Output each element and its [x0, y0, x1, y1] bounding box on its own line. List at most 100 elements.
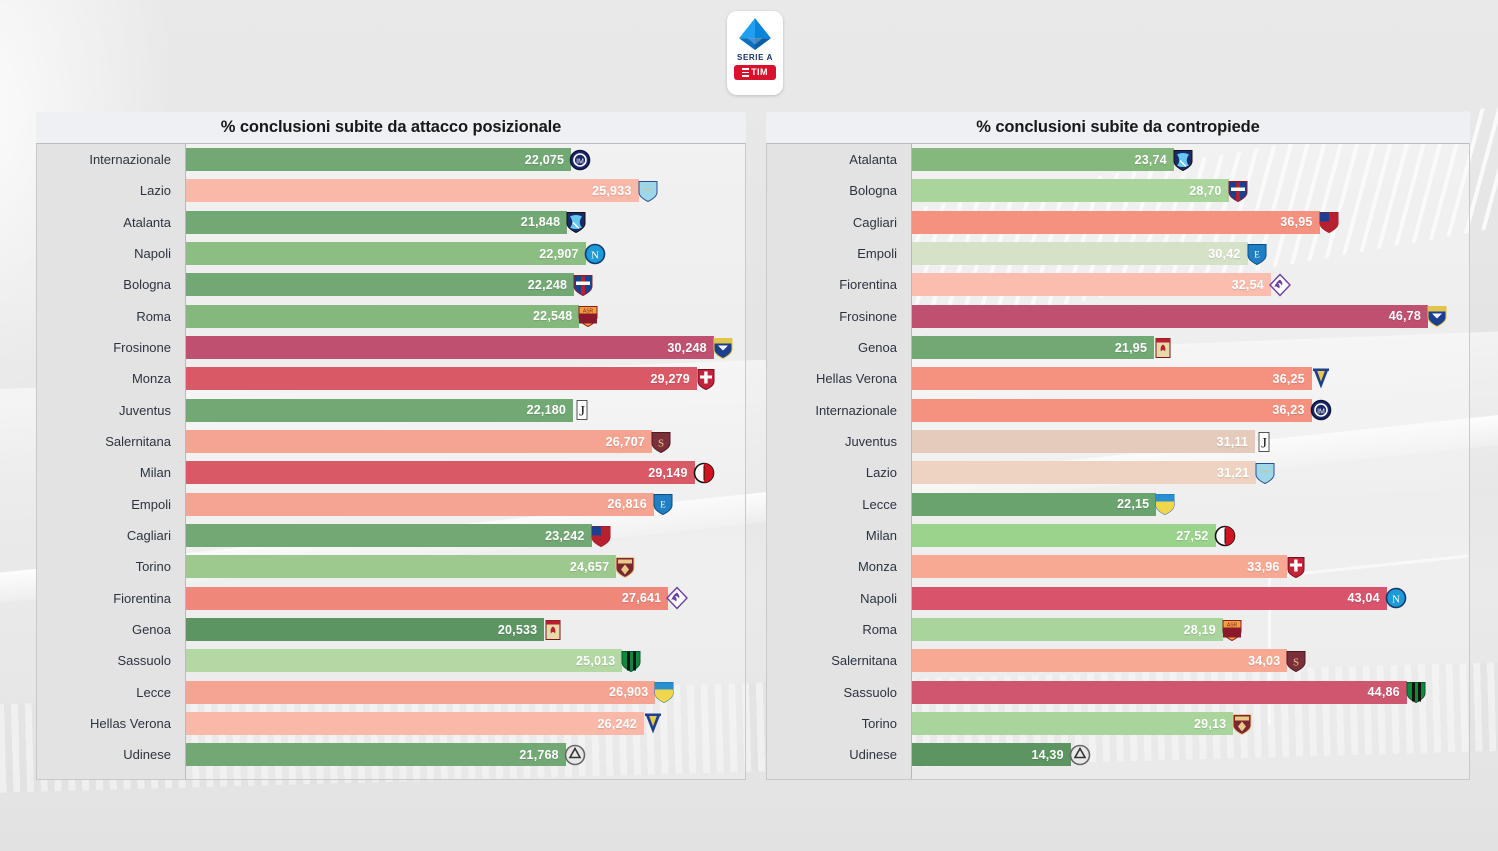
- category-axis: Internazionale Lazio Atalanta Napoli Bologna…: [37, 144, 186, 779]
- bar[interactable]: 33,96: [912, 555, 1305, 579]
- bar[interactable]: 36,23 IM: [912, 398, 1331, 422]
- category-label-frosinone: Frosinone: [37, 332, 185, 363]
- bar-row-lecce[interactable]: 22,15: [912, 489, 1469, 520]
- bar-row-bologna[interactable]: 22,248: [186, 269, 745, 300]
- bar-row-atalanta[interactable]: 21,848: [186, 207, 745, 238]
- bar[interactable]: 30,42 E: [912, 242, 1267, 266]
- bar[interactable]: 26,816 E: [186, 492, 673, 516]
- bar[interactable]: 23,242: [186, 524, 611, 548]
- bar[interactable]: 22,075 IM: [186, 148, 591, 172]
- club-crest-milan-icon: [1214, 524, 1236, 547]
- club-crest-udinese-icon: [1069, 743, 1091, 766]
- bar[interactable]: 23,74: [912, 148, 1193, 172]
- bar-row-roma[interactable]: 28,19 ASR: [912, 614, 1469, 645]
- bar-row-lecce[interactable]: 26,903: [186, 677, 745, 708]
- bar-row-napoli[interactable]: 43,04 N: [912, 583, 1469, 614]
- bar-row-torino[interactable]: 24,657: [186, 551, 745, 582]
- bar-row-genoa[interactable]: 21,95: [912, 332, 1469, 363]
- bar-row-udinese[interactable]: 21,768: [186, 739, 745, 770]
- bar-row-juventus[interactable]: 31,11 J: [912, 426, 1469, 457]
- bar[interactable]: 22,15: [912, 492, 1175, 516]
- bar[interactable]: 27,52: [912, 524, 1235, 548]
- bar[interactable]: 31,21: [912, 461, 1275, 485]
- bar-row-cagliari[interactable]: 23,242: [186, 520, 745, 551]
- bar[interactable]: 44,86: [912, 680, 1426, 704]
- bar[interactable]: 29,13: [912, 712, 1252, 736]
- bar[interactable]: 21,848: [186, 210, 586, 234]
- bar-row-salernitana[interactable]: 34,03 S: [912, 645, 1469, 676]
- bar-row-hellas-verona[interactable]: 36,25: [912, 363, 1469, 394]
- chart-title-bar: % conclusioni subite da contropiede: [766, 112, 1470, 143]
- bar-row-milan[interactable]: 27,52: [912, 520, 1469, 551]
- bar[interactable]: 21,95: [912, 336, 1171, 360]
- bar[interactable]: 24,657: [186, 555, 635, 579]
- bar-value-label: 44,86: [1367, 685, 1400, 700]
- bar-row-internazionale[interactable]: 36,23 IM: [912, 395, 1469, 426]
- bar[interactable]: 30,248: [186, 336, 733, 360]
- bar[interactable]: 29,149: [186, 461, 714, 485]
- bar-row-sassuolo[interactable]: 44,86: [912, 677, 1469, 708]
- bar-row-cagliari[interactable]: 36,95: [912, 207, 1469, 238]
- bar[interactable]: 14,39: [912, 743, 1091, 767]
- club-crest-empoli-icon: E: [652, 493, 674, 516]
- svg-text:J: J: [579, 404, 585, 420]
- club-crest-genoa-icon: [542, 618, 564, 641]
- bar[interactable]: 21,768: [186, 743, 586, 767]
- category-label-text: Internazionale: [89, 152, 171, 168]
- bar[interactable]: 25,933: [186, 179, 658, 203]
- bar[interactable]: 27,641: [186, 586, 689, 610]
- bar-row-genoa[interactable]: 20,533: [186, 614, 745, 645]
- bar[interactable]: 34,03 S: [912, 649, 1306, 673]
- bar[interactable]: 20,533: [186, 618, 561, 642]
- category-label-lazio: Lazio: [767, 457, 911, 488]
- bar[interactable]: 46,78: [912, 304, 1447, 328]
- bar[interactable]: 36,25: [912, 367, 1329, 391]
- bar[interactable]: 43,04 N: [912, 586, 1407, 610]
- bar-row-lazio[interactable]: 25,933: [186, 175, 745, 206]
- bar-value-label: 30,42: [1208, 246, 1241, 261]
- bar-row-frosinone[interactable]: 46,78: [912, 301, 1469, 332]
- bar-row-torino[interactable]: 29,13: [912, 708, 1469, 739]
- bar-value-label: 29,13: [1194, 716, 1227, 731]
- bar-row-internazionale[interactable]: 22,075 IM: [186, 144, 745, 175]
- bar[interactable]: 28,19 ASR: [912, 618, 1242, 642]
- bar[interactable]: 26,707 S: [186, 430, 671, 454]
- bar-row-empoli[interactable]: 26,816 E: [186, 489, 745, 520]
- bar-row-lazio[interactable]: 31,21: [912, 457, 1469, 488]
- bar-row-monza[interactable]: 33,96: [912, 551, 1469, 582]
- bar-row-fiorentina[interactable]: 27,641: [186, 583, 745, 614]
- bar-row-atalanta[interactable]: 23,74: [912, 144, 1469, 175]
- bar-row-salernitana[interactable]: 26,707 S: [186, 426, 745, 457]
- bar-row-empoli[interactable]: 30,42 E: [912, 238, 1469, 269]
- bar-row-udinese[interactable]: 14,39: [912, 739, 1469, 770]
- bar-row-fiorentina[interactable]: 32,54: [912, 269, 1469, 300]
- bar[interactable]: 32,54: [912, 273, 1291, 297]
- bar[interactable]: 29,279: [186, 367, 715, 391]
- bar-row-hellas-verona[interactable]: 26,242: [186, 708, 745, 739]
- bar-row-milan[interactable]: 29,149: [186, 457, 745, 488]
- bar[interactable]: 22,248: [186, 273, 593, 297]
- bar[interactable]: 22,907 N: [186, 242, 606, 266]
- bar[interactable]: 22,548 ASR: [186, 304, 598, 328]
- bar[interactable]: 22,180 J: [186, 398, 588, 422]
- bar-row-roma[interactable]: 22,548 ASR: [186, 301, 745, 332]
- svg-text:IM: IM: [576, 158, 584, 165]
- bar-row-napoli[interactable]: 22,907 N: [186, 238, 745, 269]
- bar-row-juventus[interactable]: 22,180 J: [186, 395, 745, 426]
- bar[interactable]: 36,95: [912, 210, 1339, 234]
- bar-value-label: 22,075: [524, 152, 565, 167]
- bar[interactable]: 25,013: [186, 649, 641, 673]
- bar-row-bologna[interactable]: 28,70: [912, 175, 1469, 206]
- bar-row-sassuolo[interactable]: 25,013: [186, 645, 745, 676]
- club-crest-juventus-icon: J: [571, 399, 593, 422]
- category-label-text: Torino: [135, 559, 171, 575]
- category-label-milan: Milan: [767, 520, 911, 551]
- bar-value-label: 21,768: [519, 747, 559, 762]
- bar[interactable]: 26,242: [186, 712, 661, 736]
- bar[interactable]: 31,11 J: [912, 430, 1270, 454]
- bar-row-frosinone[interactable]: 30,248: [186, 332, 745, 363]
- bar[interactable]: 26,903: [186, 680, 674, 704]
- bar-row-monza[interactable]: 29,279: [186, 363, 745, 394]
- bar[interactable]: 28,70: [912, 179, 1248, 203]
- category-label-monza: Monza: [37, 363, 185, 394]
